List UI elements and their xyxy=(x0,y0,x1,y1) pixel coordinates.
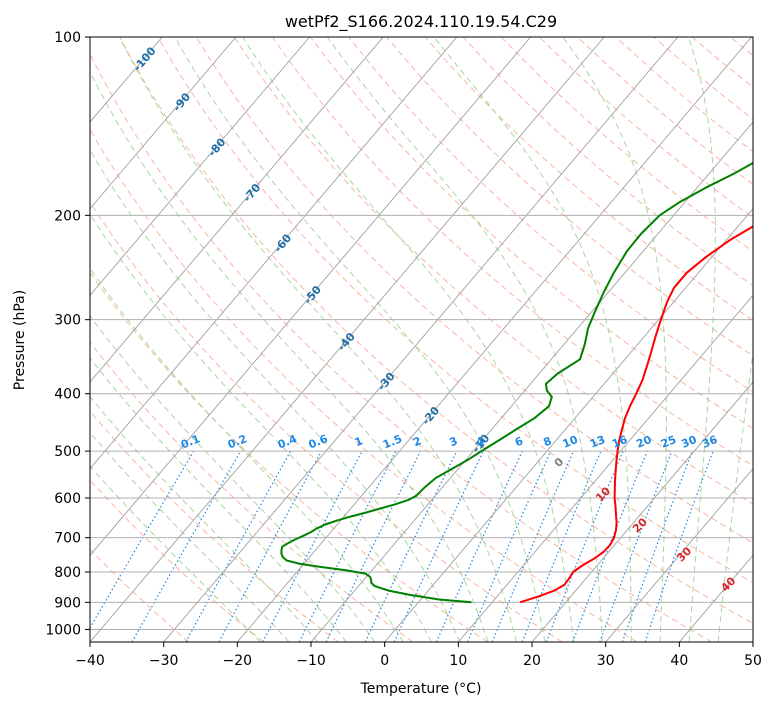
moist-adiabat xyxy=(717,348,753,642)
plot-background xyxy=(90,37,753,642)
x-axis-title: Temperature (°C) xyxy=(360,681,482,697)
dry-adiabat xyxy=(90,271,488,642)
dry-adiabat xyxy=(768,37,775,642)
x-tick-label: −20 xyxy=(223,653,253,669)
x-tick-label: 10 xyxy=(449,653,467,669)
dry-adiabat xyxy=(90,548,190,642)
y-tick-label: 200 xyxy=(54,208,81,224)
mixing-ratio-line xyxy=(521,450,602,642)
dry-adiabat xyxy=(90,479,264,642)
mixing-ratio-label: 36 xyxy=(700,433,719,451)
dry-adiabat xyxy=(271,37,753,467)
y-tick-label: 400 xyxy=(54,387,81,403)
y-tick-label: 1000 xyxy=(45,622,81,638)
moist-adiabat xyxy=(90,70,489,642)
mixing-ratio-label: 20 xyxy=(634,433,653,451)
mixing-ratio-line xyxy=(621,450,693,642)
mixing-ratio-line xyxy=(185,450,292,642)
isotherm-line xyxy=(457,294,753,642)
isotherm-line xyxy=(90,37,458,470)
x-tick-label: 0 xyxy=(380,653,389,669)
y-tick-label: 600 xyxy=(54,491,81,507)
isotherm-line xyxy=(236,37,752,642)
isotherm-line xyxy=(605,467,753,642)
dry-adiabat xyxy=(90,201,563,642)
dry-adiabat xyxy=(462,37,753,287)
dry-adiabat xyxy=(90,341,414,642)
y-tick-label: 900 xyxy=(54,595,81,611)
x-tick-label: −40 xyxy=(75,653,105,669)
isotherm-line xyxy=(90,37,310,297)
mixing-ratio-label: 3 xyxy=(448,434,460,449)
temperature-profile xyxy=(519,225,753,604)
moist-adiabat xyxy=(118,37,517,642)
y-tick-label: 800 xyxy=(54,565,81,581)
moist-adiabat xyxy=(688,37,716,642)
mixing-ratio-line xyxy=(572,450,648,642)
chart-title: wetPf2_S166.2024.110.19.54.C29 xyxy=(285,12,557,32)
isotherm-line xyxy=(163,37,679,642)
mixing-ratio-label: 10 xyxy=(561,433,580,451)
x-tick-label: 20 xyxy=(523,653,541,669)
mixing-ratio-line xyxy=(325,450,422,642)
y-tick-label: 500 xyxy=(54,444,81,460)
background-lines xyxy=(90,37,775,642)
isotherm-line xyxy=(90,37,237,210)
moist-adiabat xyxy=(90,314,376,642)
dry-adiabat xyxy=(348,37,753,393)
moist-adiabat xyxy=(562,37,667,642)
mixing-ratio-line xyxy=(218,450,323,642)
dry-adiabat xyxy=(157,37,753,584)
moist-adiabat xyxy=(90,267,404,642)
moist-adiabat xyxy=(90,213,432,642)
moist-adiabat xyxy=(90,149,461,642)
dry-adiabat xyxy=(233,37,753,505)
moist-adiabat xyxy=(174,37,546,642)
x-tick-label: −10 xyxy=(296,653,326,669)
mixing-ratio-line xyxy=(435,450,523,642)
y-axis-title: Pressure (hPa) xyxy=(12,290,28,390)
isotherm-line xyxy=(531,381,753,642)
moist-adiabat xyxy=(242,37,575,642)
isotherm-line xyxy=(310,121,753,642)
axes: −40 −30 −20 −10 0 10 20 30 40 50 100 200 300 400 500 60… xyxy=(45,30,762,669)
mixing-ratio-line xyxy=(466,450,552,642)
profile-series xyxy=(280,161,753,604)
mixing-ratio-label: 25 xyxy=(659,433,678,451)
moist-adiabat xyxy=(90,395,319,642)
y-tick-label: 300 xyxy=(54,313,81,329)
dewpoint-profile xyxy=(280,161,753,604)
dry-adiabat xyxy=(119,37,753,624)
mixing-ratio-label: 8 xyxy=(542,434,554,449)
isotherm-line xyxy=(752,641,753,642)
isotherm-line xyxy=(90,37,605,642)
mixing-ratio-label: 2 xyxy=(411,434,423,449)
mixing-ratio-line xyxy=(644,450,714,642)
dry-adiabat xyxy=(90,52,712,642)
mixing-ratio-line xyxy=(545,450,624,642)
isotherm-line xyxy=(384,207,753,642)
moist-adiabat xyxy=(90,357,347,642)
moist-adiabat xyxy=(326,37,603,642)
moist-adiabat xyxy=(90,431,290,642)
dry-adiabat xyxy=(310,37,753,430)
plot-frame xyxy=(89,36,754,643)
mixing-ratio-label: 16 xyxy=(610,433,629,451)
x-tick-label: −30 xyxy=(149,653,179,669)
y-tick-label: 100 xyxy=(54,30,81,46)
isotherm-line xyxy=(90,37,531,557)
mixing-ratio-label: 1 xyxy=(353,434,365,449)
reference-line-labels: -100-90-80-70-60-50-40-30-20-10010203040… xyxy=(131,44,739,594)
isotherm-line xyxy=(90,37,384,383)
moist-adiabat xyxy=(433,37,632,642)
x-tick-label: 30 xyxy=(597,653,615,669)
mixing-ratio-line xyxy=(298,450,397,642)
mixing-ratio-label: 30 xyxy=(680,433,699,451)
mixing-ratio-label: 13 xyxy=(588,433,607,451)
mixing-ratio-line xyxy=(599,450,673,642)
x-tick-label: 40 xyxy=(670,653,688,669)
y-tick-label: 700 xyxy=(54,531,81,547)
x-tick-label: 50 xyxy=(744,653,762,669)
